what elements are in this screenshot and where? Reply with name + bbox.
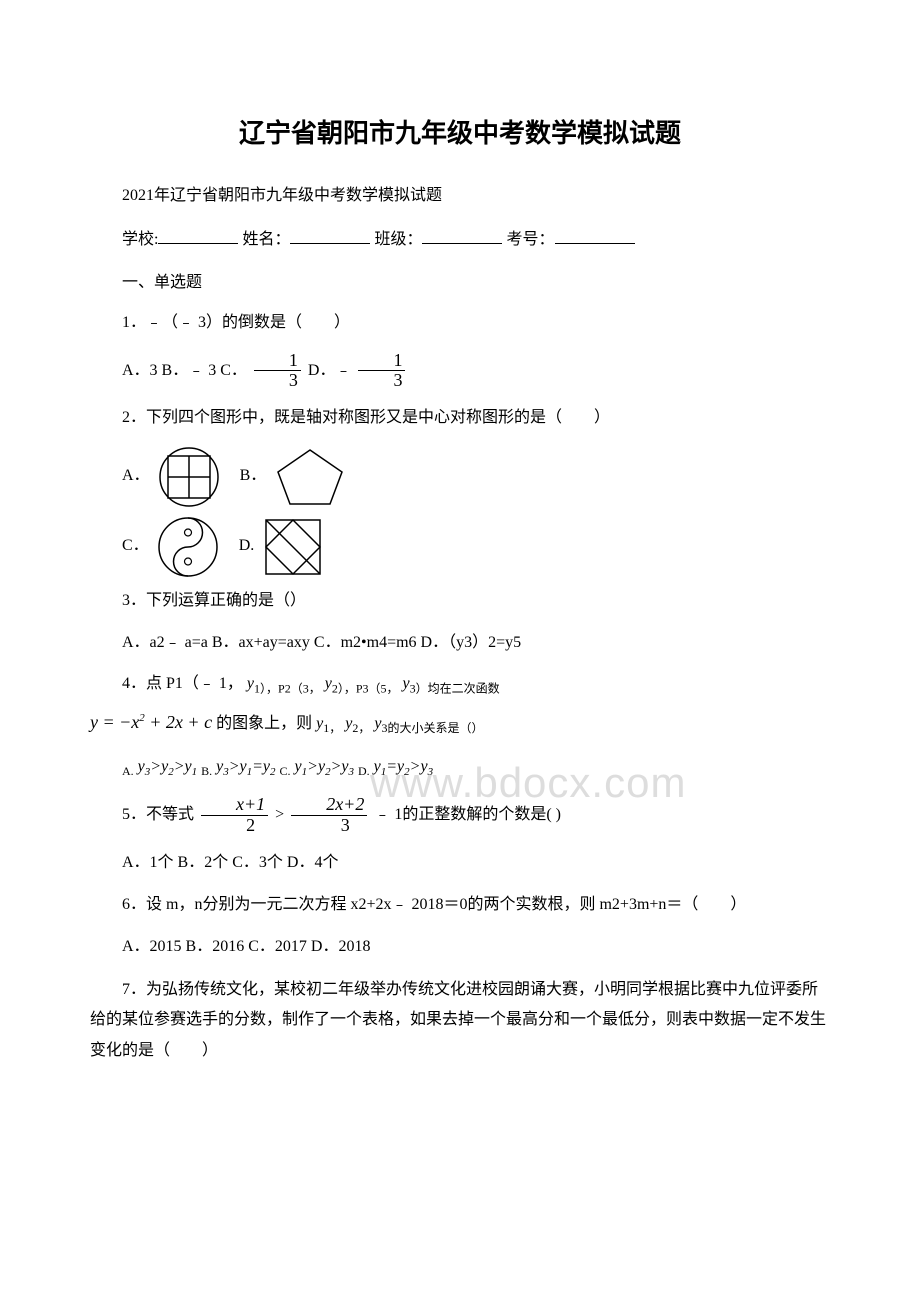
y-var-icon: y [325,675,332,692]
q2-label-a: A． [122,462,150,491]
q4-optB: y3>y1=y2 [216,758,275,775]
question-4-options: A. y3>y2>y1 B. y3>y1=y2 C. y1>y2>y3 D. y… [90,752,830,783]
q2-label-b: B． [240,462,267,491]
q5-prefix: 5．不等式 [122,806,194,823]
examno-label: 考号： [506,231,554,248]
subtitle: 2021年辽宁省朝阳市九年级中考数学模拟试题 [90,182,830,211]
question-3: 3．下列运算正确的是（） [90,586,830,616]
pentagon-icon [274,446,346,508]
page-title: 辽宁省朝阳市九年级中考数学模拟试题 [90,110,830,157]
fraction-q5-2: 2x+2 3 [291,795,367,836]
question-5-options: A．1个 B．2个 C．3个 D．4个 [90,848,830,878]
fraction-1-3-b: 1 3 [358,351,405,392]
question-7: 7．为弘扬传统文化，某校初二年级举办传统文化进校园朗诵大赛，小明同学根据比赛中九… [90,975,830,1066]
document-body: www.bdocx.com 辽宁省朝阳市九年级中考数学模拟试题 2021年辽宁省… [90,110,830,1066]
q4-optC-label: C. [280,764,291,778]
q4-optD: y1=y2>y3 [374,758,433,775]
y-var-icon: y [403,675,410,692]
q2-row-2: C． D. [90,516,830,578]
examno-blank [555,228,635,244]
yinyang-icon [157,516,219,578]
y-var-icon: y [247,675,254,692]
gt-symbol: > [275,806,284,823]
q2-label-d: D. [239,532,255,561]
q4-l2a: 的图象上，则 [216,715,312,732]
q2-label-c: C． [122,532,149,561]
form-line: 学校: 姓名： 班级： 考号： [90,226,830,255]
q4-optD-label: D. [358,764,370,778]
q4-formula: y = −x2 + 2x + c [90,712,212,732]
q1-opt-d: D．﹣ [308,362,356,379]
school-label: 学校: [122,231,158,248]
q4-optB-label: B. [201,764,212,778]
question-3-options: A．a2﹣ a=a B．ax+ay=axy C．m2•m4=m6 D．（y3）2… [90,628,830,658]
section-title-1: 一、单选题 [90,269,830,298]
q2-row-1: A． B． [90,446,830,508]
q5-suffix: ﹣ 1的正整数解的个数是( ) [374,806,561,823]
circle-square-icon [158,446,220,508]
question-2: 2．下列四个图形中，既是轴对称图形又是中心对称图形的是（ ） [90,403,830,433]
name-label: 姓名： [242,231,290,248]
square-diamond-icon [262,516,324,578]
q4-optC: y1>y2>y3 [295,758,354,775]
name-blank [290,228,370,244]
class-label: 班级： [374,231,422,248]
fraction-1-3: 1 3 [254,351,301,392]
question-4-line1: 4．点 P1（﹣ 1， y1），P2（3， y2），P3（5， y3）均在二次函… [90,670,830,700]
question-5: 5．不等式 x+1 2 > 2x+2 3 ﹣ 1的正整数解的个数是( ) [90,795,830,836]
q4-optA-label: A. [122,764,134,778]
school-blank [158,228,238,244]
q4-l1a: 4．点 P1（﹣ 1， [122,675,243,692]
question-4-line2: y = −x2 + 2x + c 的图象上，则 y1， y2， y3的大小关系是… [90,706,830,740]
question-1: 1．﹣（﹣ 3）的倒数是（ ） [90,308,830,338]
q4-optA: y3>y2>y1 [138,758,197,775]
question-1-options: A．3 B．﹣ 3 C． 1 3 D．﹣ 1 3 [90,351,830,392]
question-6: 6．设 m，n分别为一元二次方程 x2+2x﹣ 2018＝0的两个实数根，则 m… [90,890,830,920]
question-6-options: A．2015 B．2016 C．2017 D．2018 [90,932,830,962]
q1-opt-ab-c: A．3 B．﹣ 3 C． [122,362,247,379]
class-blank [422,228,502,244]
fraction-q5-1: x+1 2 [201,795,268,836]
